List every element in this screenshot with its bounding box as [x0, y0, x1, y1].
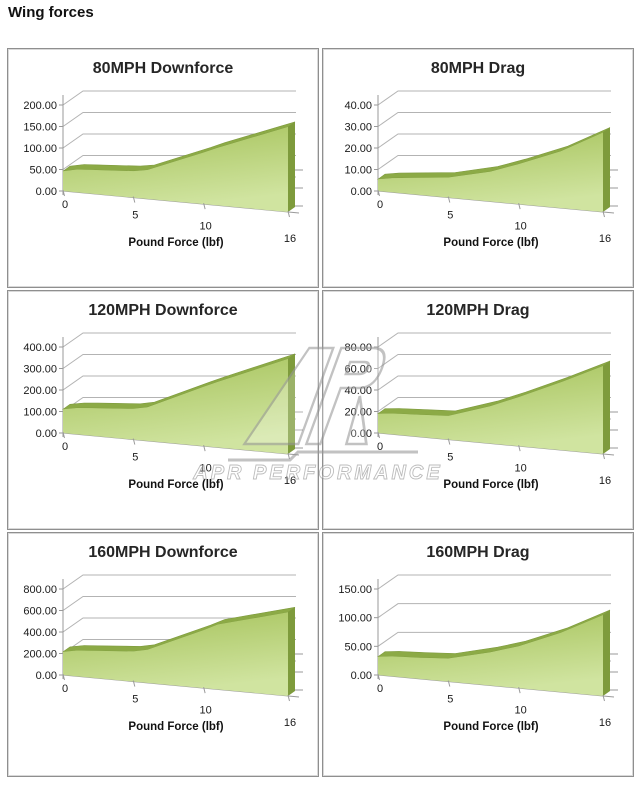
svg-text:800.00: 800.00 — [23, 584, 57, 596]
chart-panel: 80MPH Downforce 200.00 150.00 100.00 50.00 0… — [7, 48, 319, 288]
svg-text:0: 0 — [62, 683, 68, 695]
svg-text:5: 5 — [447, 210, 453, 222]
svg-text:0: 0 — [377, 441, 383, 453]
page-title: Wing forces — [8, 4, 94, 21]
chart-panel: 160MPH Drag 150.00 100.00 50.00 0.00 0 5 10 16 P… — [322, 532, 634, 777]
svg-text:60.00: 60.00 — [344, 364, 372, 376]
svg-text:Pound Force (lbf): Pound Force (lbf) — [128, 479, 223, 491]
svg-text:150.00: 150.00 — [338, 584, 372, 596]
area-chart-3d: 150.00 100.00 50.00 0.00 0 5 10 16 Pound Force (… — [338, 574, 618, 733]
chart-title: 80MPH Drag — [430, 60, 526, 77]
charts-grid: 80MPH Downforce 200.00 150.00 100.00 50.00 0… — [7, 48, 634, 777]
chart-panel: 120MPH Downforce 400.00 300.00 200.00 100.0… — [7, 290, 319, 530]
svg-text:5: 5 — [132, 694, 138, 706]
chart-title: 160MPH Downforce — [88, 544, 238, 561]
svg-text:0.00: 0.00 — [351, 670, 372, 682]
svg-text:20.00: 20.00 — [344, 407, 372, 419]
svg-text:5: 5 — [447, 694, 453, 706]
svg-text:100.00: 100.00 — [23, 143, 57, 155]
svg-text:0: 0 — [377, 683, 383, 695]
svg-text:100.00: 100.00 — [338, 613, 372, 625]
chart-title: 120MPH Drag — [426, 302, 530, 319]
svg-text:0.00: 0.00 — [36, 186, 57, 198]
svg-text:16: 16 — [599, 717, 611, 729]
chart-title: 120MPH Downforce — [88, 302, 238, 319]
svg-text:16: 16 — [284, 475, 296, 487]
svg-text:10: 10 — [515, 220, 527, 232]
svg-text:300.00: 300.00 — [23, 364, 57, 376]
svg-text:Pound Force (lbf): Pound Force (lbf) — [128, 237, 223, 249]
svg-text:Pound Force (lbf): Pound Force (lbf) — [443, 237, 538, 249]
svg-text:400.00: 400.00 — [23, 342, 57, 354]
svg-text:200.00: 200.00 — [23, 649, 57, 661]
svg-text:100.00: 100.00 — [23, 407, 57, 419]
svg-text:10.00: 10.00 — [344, 165, 372, 177]
chart-panel: 120MPH Drag 80.00 60.00 40.00 20.00 0.00 0 5 10… — [322, 290, 634, 530]
svg-text:150.00: 150.00 — [23, 122, 57, 134]
chart-title: 80MPH Downforce — [92, 60, 234, 77]
svg-text:16: 16 — [599, 233, 611, 245]
svg-text:16: 16 — [599, 475, 611, 487]
chart-panel: 80MPH Drag 40.00 30.00 20.00 10.00 0.00 0 5 10 1… — [322, 48, 634, 288]
svg-text:Pound Force (lbf): Pound Force (lbf) — [128, 721, 223, 733]
svg-text:40.00: 40.00 — [344, 100, 372, 112]
svg-text:30.00: 30.00 — [344, 122, 372, 134]
area-chart-3d: 800.00 600.00 400.00 200.00 0.00 0 5 10 16 Pound … — [23, 574, 303, 733]
chart-panel: 160MPH Downforce 800.00 600.00 400.00 200.0… — [7, 532, 319, 777]
svg-text:0.00: 0.00 — [36, 428, 57, 440]
svg-text:80.00: 80.00 — [344, 342, 372, 354]
svg-text:0: 0 — [62, 199, 68, 211]
svg-text:20.00: 20.00 — [344, 143, 372, 155]
svg-text:0.00: 0.00 — [36, 670, 57, 682]
svg-text:600.00: 600.00 — [23, 606, 57, 618]
svg-text:10: 10 — [200, 704, 212, 716]
svg-text:0: 0 — [377, 199, 383, 211]
area-chart-3d: 80.00 60.00 40.00 20.00 0.00 0 5 10 16 Pound Forc… — [344, 332, 618, 491]
svg-text:0.00: 0.00 — [351, 428, 372, 440]
svg-text:10: 10 — [200, 462, 212, 474]
svg-text:50.00: 50.00 — [29, 165, 57, 177]
svg-text:0.00: 0.00 — [351, 186, 372, 198]
area-chart-3d: 400.00 300.00 200.00 100.00 0.00 0 5 10 16 Pound … — [23, 332, 303, 491]
svg-text:200.00: 200.00 — [23, 385, 57, 397]
svg-text:40.00: 40.00 — [344, 385, 372, 397]
svg-text:Pound Force (lbf): Pound Force (lbf) — [443, 479, 538, 491]
area-chart-3d: 200.00 150.00 100.00 50.00 0.00 0 5 10 16 Pound F… — [23, 90, 303, 249]
area-chart-3d: 40.00 30.00 20.00 10.00 0.00 0 5 10 16 Pound Forc… — [344, 90, 618, 249]
svg-text:Pound Force (lbf): Pound Force (lbf) — [443, 721, 538, 733]
svg-text:400.00: 400.00 — [23, 627, 57, 639]
svg-text:0: 0 — [62, 441, 68, 453]
svg-text:50.00: 50.00 — [344, 641, 372, 653]
svg-text:5: 5 — [132, 210, 138, 222]
svg-text:5: 5 — [132, 452, 138, 464]
svg-text:5: 5 — [447, 452, 453, 464]
svg-text:10: 10 — [515, 462, 527, 474]
svg-text:16: 16 — [284, 717, 296, 729]
svg-text:10: 10 — [200, 220, 212, 232]
svg-text:200.00: 200.00 — [23, 100, 57, 112]
chart-title: 160MPH Drag — [426, 544, 530, 561]
svg-text:10: 10 — [515, 704, 527, 716]
svg-text:16: 16 — [284, 233, 296, 245]
